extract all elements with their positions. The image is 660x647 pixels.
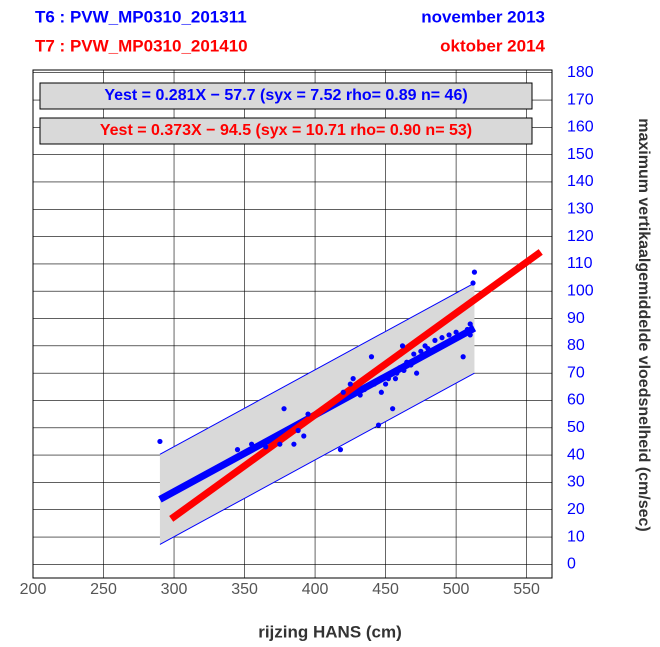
data-point bbox=[414, 370, 420, 376]
x-tick-label: 450 bbox=[372, 581, 399, 598]
y-tick-label: 110 bbox=[567, 255, 593, 272]
y-tick-label: 130 bbox=[567, 201, 594, 218]
data-point bbox=[467, 332, 473, 338]
y-tick-label: 50 bbox=[567, 419, 585, 436]
equation: Yest = 0.281X − 57.7 (syx = 7.52 rho= 0.… bbox=[104, 87, 467, 104]
equation: Yest = 0.373X − 94.5 (syx = 10.71 rho= 0… bbox=[100, 122, 472, 139]
y-tick-label: 100 bbox=[567, 282, 594, 299]
y-tick-label: 90 bbox=[567, 310, 585, 327]
x-axis-label: rijzing HANS (cm) bbox=[258, 622, 402, 641]
data-point bbox=[401, 367, 407, 374]
data-point bbox=[404, 359, 410, 365]
data-point bbox=[470, 280, 476, 286]
header-left: T7 : PVW_MP0310_201410 bbox=[35, 36, 248, 55]
data-point bbox=[467, 321, 473, 327]
data-point bbox=[375, 422, 382, 428]
data-point bbox=[382, 381, 389, 387]
header-right: oktober 2014 bbox=[440, 36, 545, 55]
data-point bbox=[295, 427, 301, 434]
data-point bbox=[425, 345, 431, 352]
y-tick-label: 180 bbox=[567, 64, 594, 81]
data-point bbox=[301, 433, 307, 439]
y-tick-label: 20 bbox=[567, 501, 585, 518]
y-tick-label: 0 bbox=[567, 556, 576, 573]
data-point bbox=[385, 376, 392, 382]
data-point bbox=[432, 337, 438, 343]
y-axis-label: maximum vertikaalgemiddelde vloedsnelhei… bbox=[635, 118, 652, 532]
data-point bbox=[361, 386, 368, 393]
data-point bbox=[368, 354, 375, 360]
data-point bbox=[291, 441, 297, 447]
data-point bbox=[446, 332, 452, 338]
data-point bbox=[460, 354, 466, 360]
data-point bbox=[249, 441, 255, 447]
data-point bbox=[305, 411, 311, 417]
equation-box bbox=[39, 117, 533, 145]
data-point bbox=[340, 389, 346, 395]
data-point bbox=[453, 329, 459, 335]
x-tick-label: 550 bbox=[513, 581, 540, 598]
header-left: T6 : PVW_MP0310_201311 bbox=[35, 7, 247, 26]
data-point bbox=[234, 447, 241, 453]
data-point bbox=[277, 441, 283, 447]
data-point bbox=[157, 438, 163, 445]
data-point bbox=[281, 406, 287, 412]
x-tick-label: 250 bbox=[90, 581, 117, 598]
x-tick-label: 350 bbox=[231, 581, 258, 598]
data-point bbox=[439, 335, 445, 341]
equation-box bbox=[39, 82, 533, 110]
y-tick-label: 150 bbox=[567, 146, 594, 163]
data-point bbox=[411, 351, 417, 357]
y-tick-label: 120 bbox=[567, 228, 594, 245]
data-point bbox=[408, 362, 414, 368]
data-point bbox=[347, 381, 353, 387]
data-point bbox=[471, 269, 478, 275]
data-point bbox=[390, 406, 396, 412]
data-point bbox=[418, 348, 424, 354]
data-point bbox=[378, 389, 384, 395]
y-tick-label: 30 bbox=[567, 474, 585, 491]
data-point bbox=[357, 392, 363, 398]
y-tick-label: 80 bbox=[567, 337, 585, 354]
x-tick-label: 500 bbox=[443, 581, 470, 598]
plot-border bbox=[32, 69, 553, 579]
y-tick-label: 140 bbox=[567, 173, 594, 190]
y-tick-label: 40 bbox=[567, 446, 585, 463]
data-point bbox=[337, 447, 344, 453]
data-point bbox=[350, 376, 356, 382]
y-tick-label: 170 bbox=[567, 91, 594, 108]
band-edge bbox=[159, 282, 475, 455]
data-point bbox=[399, 343, 406, 349]
band-edge bbox=[159, 372, 475, 545]
data-point bbox=[464, 326, 470, 333]
data-point bbox=[263, 444, 269, 450]
y-tick-label: 10 bbox=[567, 528, 585, 545]
data-point bbox=[213, 466, 219, 472]
y-tick-label: 60 bbox=[567, 392, 585, 409]
data-point bbox=[371, 381, 377, 387]
y-tick-label: 160 bbox=[567, 119, 594, 136]
x-tick-label: 200 bbox=[20, 581, 47, 598]
x-tick-label: 300 bbox=[161, 581, 188, 598]
x-tick-label: 400 bbox=[302, 581, 329, 598]
y-tick-label: 70 bbox=[567, 364, 585, 381]
regression-line bbox=[169, 249, 543, 522]
data-point bbox=[392, 376, 399, 382]
header-right: november 2013 bbox=[421, 7, 545, 26]
data-point bbox=[394, 370, 400, 376]
data-point bbox=[397, 365, 403, 371]
